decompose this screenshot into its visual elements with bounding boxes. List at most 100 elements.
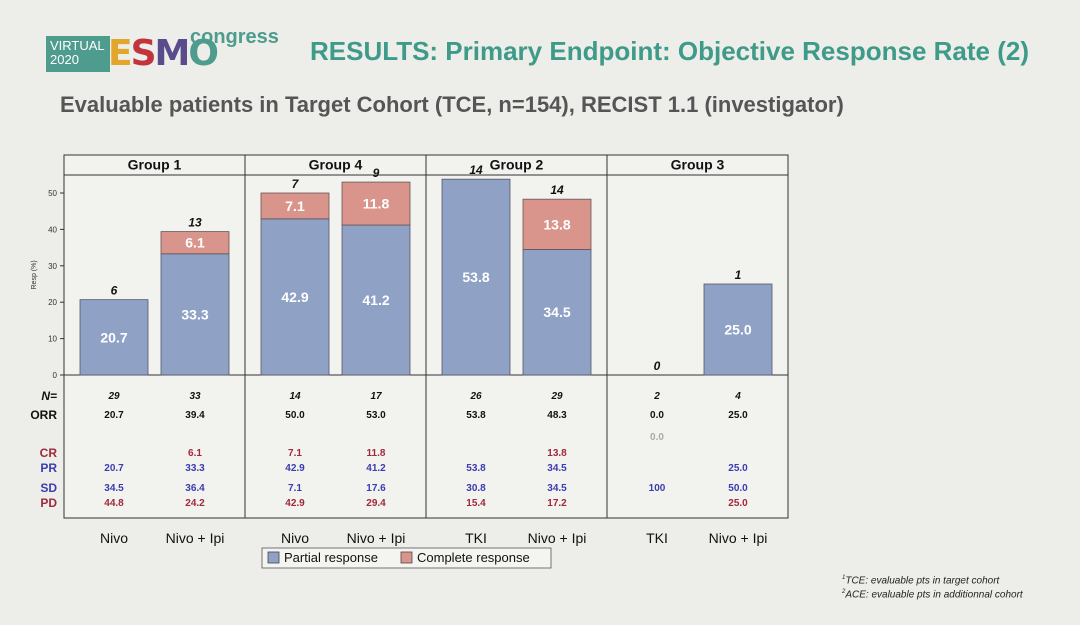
table-cell: 6.1	[188, 448, 202, 459]
logo-esmo-m: M	[154, 33, 191, 74]
complete-response-label: 7.1	[285, 198, 305, 214]
footnote-2: 2ACE: evaluable pts in additionnal cohor…	[842, 589, 1023, 600]
partial-response-label: 53.8	[462, 269, 489, 285]
table-cell: 33.3	[185, 463, 205, 474]
y-axis-label: Resp (%)	[31, 260, 38, 289]
table-cell: 53.8	[466, 410, 486, 421]
complete-response-bar	[260, 192, 330, 220]
complete-response-bar	[522, 198, 592, 250]
bar-top-count: 14	[469, 163, 483, 177]
table-cell: 17	[370, 391, 382, 402]
table-cell: 100	[649, 483, 666, 494]
table-row-label: SD	[40, 481, 57, 495]
legend-label-partial: Partial response	[284, 550, 378, 565]
group-header: Group 3	[671, 157, 725, 173]
table-cell: 17.6	[366, 483, 386, 494]
group-header: Group 4	[309, 157, 363, 173]
table-cell: 50.0	[728, 483, 748, 494]
table-cell: 44.8	[104, 498, 124, 509]
partial-response-bar	[703, 283, 773, 376]
complete-response-label: 13.8	[543, 216, 570, 232]
group-header: Group 1	[128, 157, 182, 173]
x-category-label: Nivo + Ipi	[709, 530, 768, 546]
table-cell: 30.8	[466, 483, 486, 494]
table-cell: 33	[189, 391, 201, 402]
y-tick-label: 40	[48, 225, 57, 234]
partial-response-label: 42.9	[281, 289, 308, 305]
legend-swatch-partial	[267, 551, 280, 564]
footnote-2-text: ACE: evaluable pts in additionnal cohort	[845, 589, 1023, 601]
table-cell: 41.2	[366, 463, 386, 474]
table-cell: 17.2	[547, 498, 567, 509]
table-cell: 4	[734, 391, 741, 402]
x-category-label: Nivo	[100, 530, 128, 546]
table-row-label: PD	[40, 496, 57, 510]
table-row-label: ORR	[30, 408, 57, 422]
table-cell: 24.2	[185, 498, 205, 509]
bar-top-count: 6	[111, 284, 118, 298]
logo-virtual-box: VIRTUAL 2020	[46, 36, 110, 72]
table-cell: 53.8	[466, 463, 486, 474]
table-row-label: N=	[41, 389, 57, 403]
x-category-label: TKI	[646, 530, 668, 546]
y-tick-label: 20	[48, 298, 57, 307]
x-category-label: Nivo + Ipi	[347, 530, 406, 546]
table-cell: 0.0	[650, 432, 664, 443]
table-cell: 42.9	[285, 498, 305, 509]
y-tick-label: 10	[48, 335, 57, 344]
partial-response-bar	[522, 249, 592, 376]
table-cell: 25.0	[728, 463, 748, 474]
partial-response-bar	[160, 253, 230, 376]
table-cell: 20.7	[104, 463, 124, 474]
table-cell: 25.0	[728, 498, 748, 509]
logo-esmo-o: O	[188, 33, 219, 74]
x-category-label: Nivo	[281, 530, 309, 546]
table-cell: 26	[469, 391, 482, 402]
complete-response-bar	[160, 231, 230, 255]
partial-response-label: 34.5	[543, 304, 570, 320]
table-cell: 39.4	[185, 410, 205, 421]
slide-title: RESULTS: Primary Endpoint: Objective Res…	[310, 36, 1029, 66]
x-category-label: TKI	[465, 530, 487, 546]
partial-response-label: 41.2	[362, 292, 389, 308]
table-cell: 7.1	[288, 448, 302, 459]
footnote-1: 1TCE: evaluable pts in target cohort	[842, 575, 999, 586]
table-cell: 50.0	[285, 410, 305, 421]
partial-response-label: 20.7	[100, 329, 127, 345]
complete-response-label: 11.8	[363, 196, 390, 212]
table-cell: 13.8	[547, 448, 567, 459]
table-row-label: CR	[40, 446, 58, 460]
table-cell: 25.0	[728, 410, 748, 421]
x-category-label: Nivo + Ipi	[166, 530, 225, 546]
table-cell: 34.5	[104, 483, 124, 494]
legend-label-complete: Complete response	[417, 550, 530, 565]
table-cell: 29	[107, 391, 120, 402]
footnote-1-text: TCE: evaluable pts in target cohort	[845, 575, 1000, 587]
table-cell: 34.5	[547, 463, 567, 474]
table-cell: 48.3	[547, 410, 567, 421]
bar-top-count: 13	[188, 216, 202, 230]
x-category-label: Nivo + Ipi	[528, 530, 587, 546]
bar-top-count: 1	[735, 268, 742, 282]
partial-response-label: 33.3	[181, 306, 208, 322]
partial-response-bar	[441, 178, 511, 376]
logo-virtual-text: VIRTUAL	[50, 38, 105, 53]
table-cell: 20.7	[104, 410, 124, 421]
bar-top-count: 9	[373, 166, 380, 180]
logo-congress-text: congress	[190, 26, 279, 48]
legend-swatch-complete	[400, 551, 413, 564]
partial-response-label: 25.0	[724, 322, 751, 338]
slide-subtitle: Evaluable patients in Target Cohort (TCE…	[60, 92, 844, 117]
y-tick-label: 30	[48, 262, 57, 271]
bar-top-count: 0	[654, 359, 661, 373]
footnote-2-sup: 2	[842, 589, 846, 595]
partial-response-bar	[79, 299, 149, 376]
y-tick-label: 50	[48, 189, 57, 198]
table-cell: 53.0	[366, 410, 386, 421]
table-cell: 11.8	[367, 448, 386, 459]
footnote-1-sup: 1	[842, 575, 846, 581]
table-cell: 0.0	[650, 410, 664, 421]
bar-top-count: 14	[550, 183, 564, 197]
y-tick-label: 0	[53, 371, 58, 380]
